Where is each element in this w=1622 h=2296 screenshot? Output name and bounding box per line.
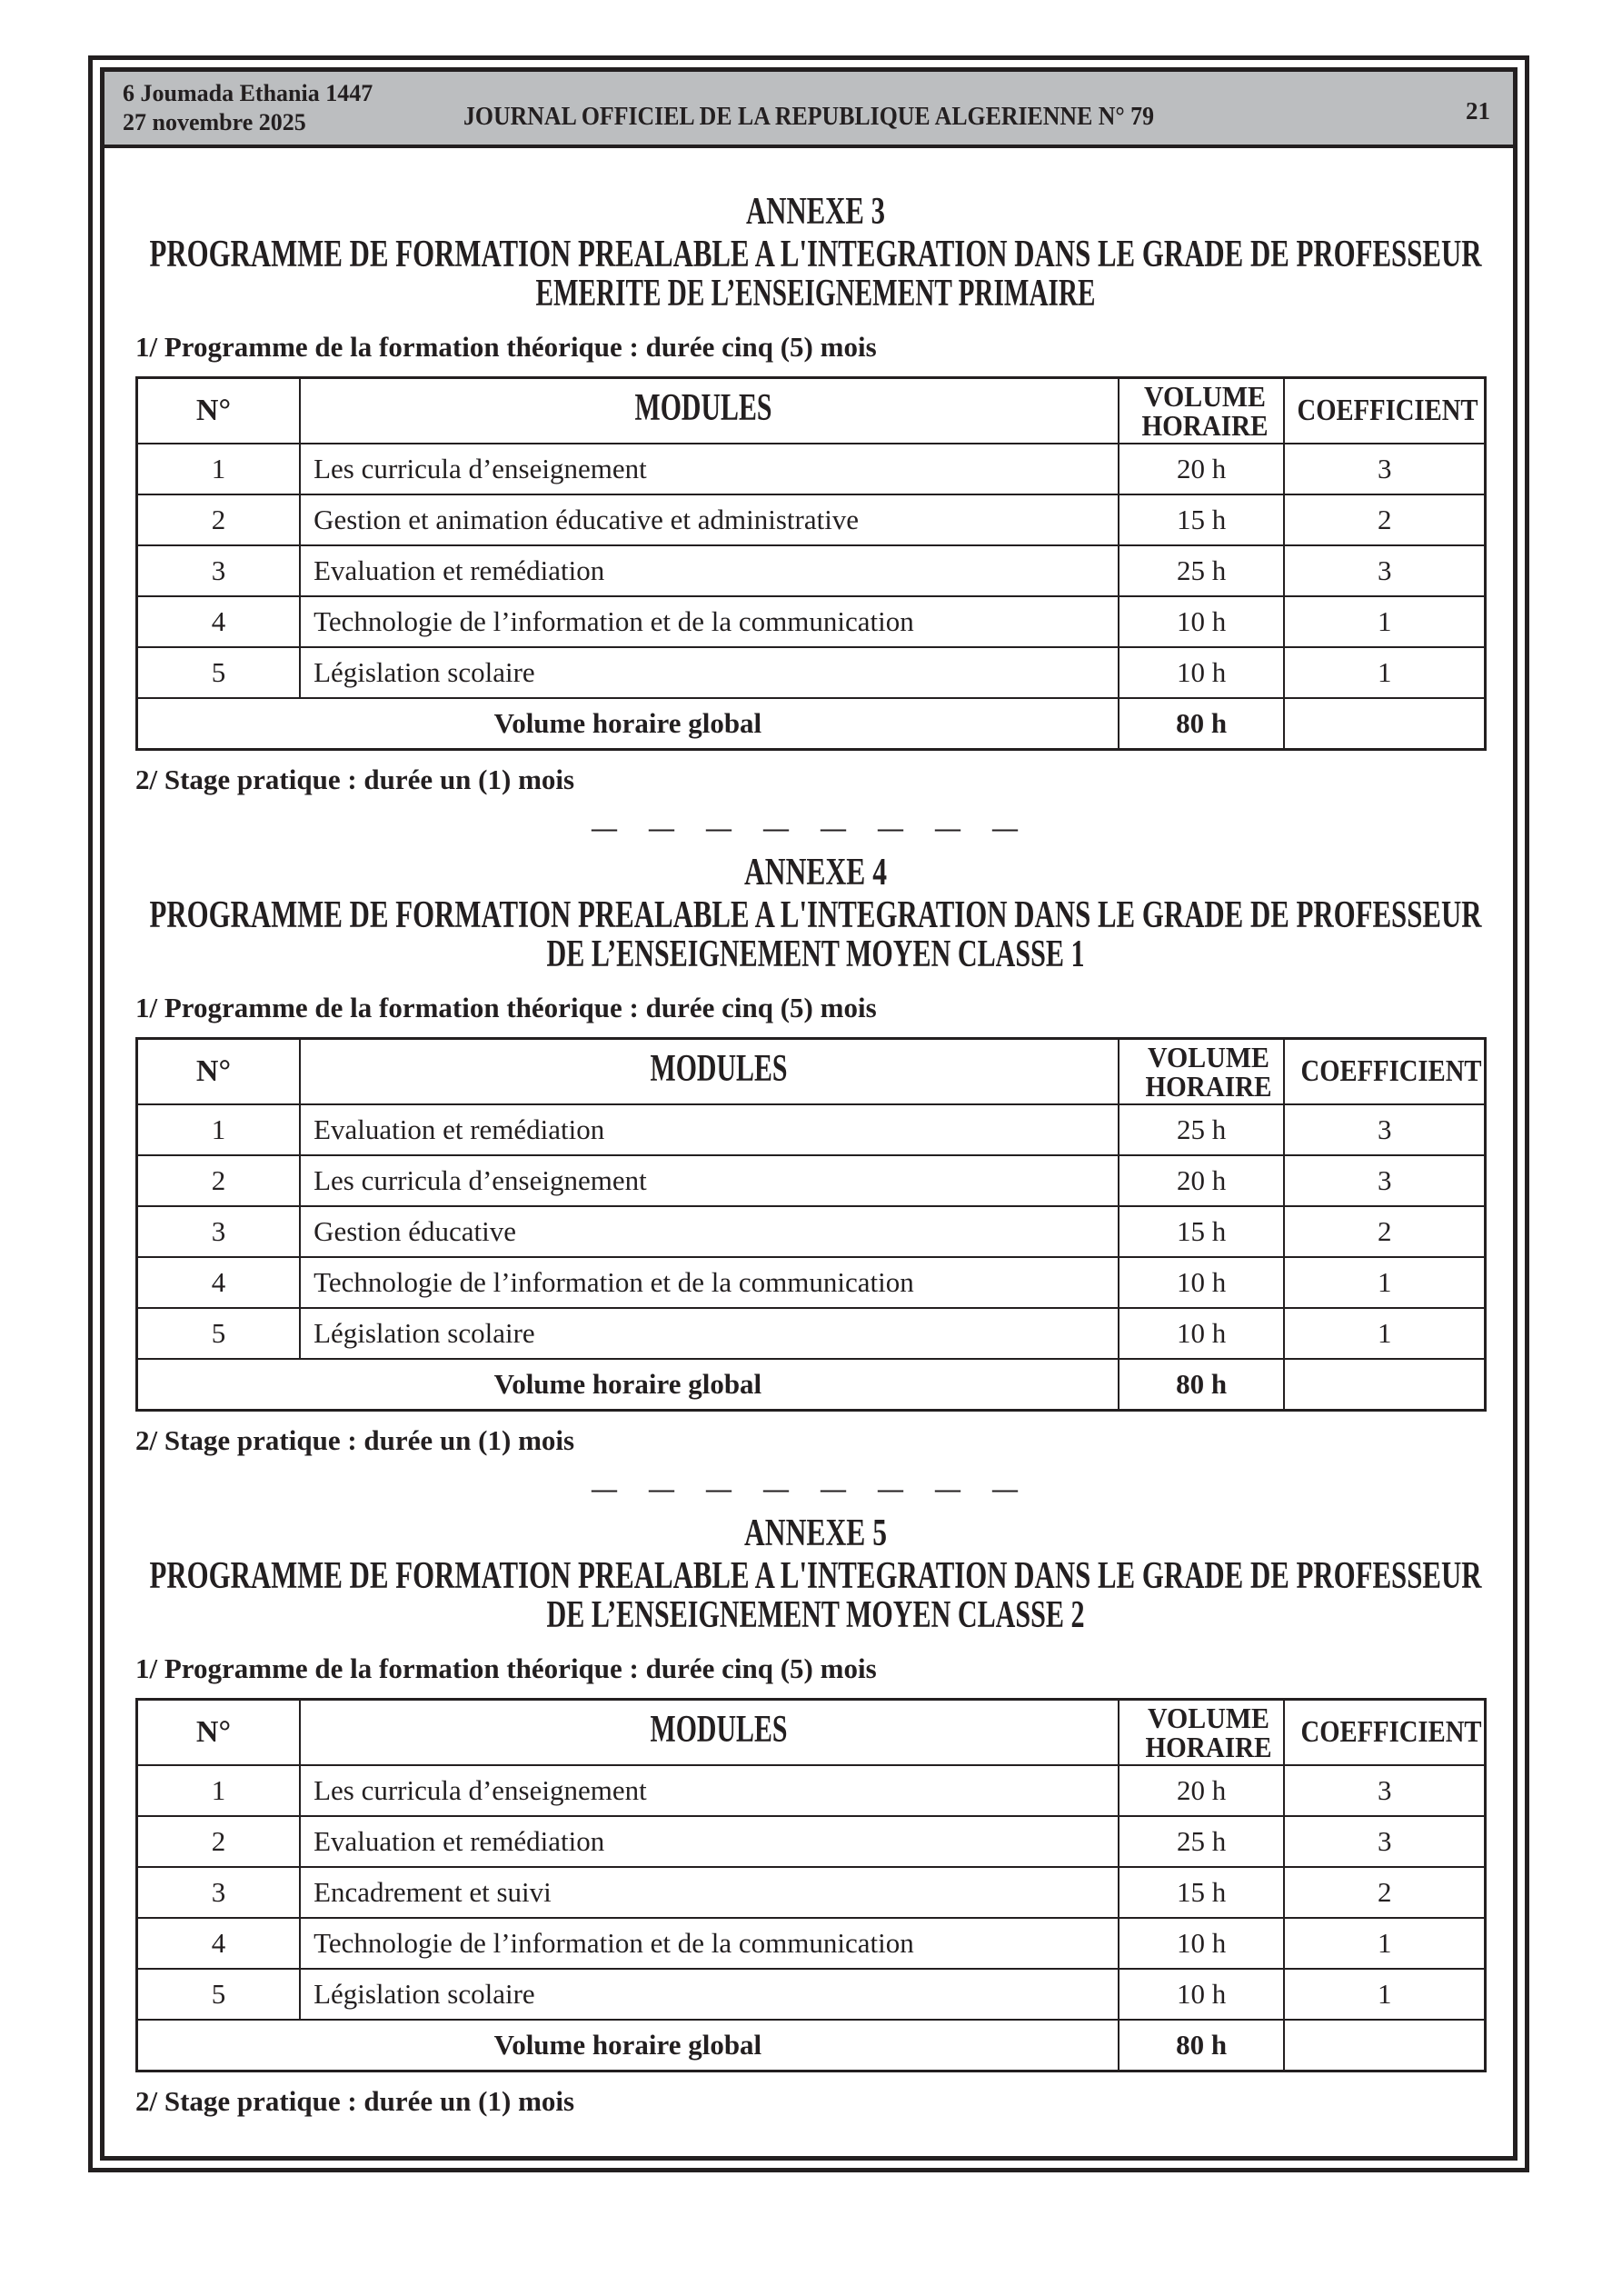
svg-text:ANNEXE 4: ANNEXE 4 [744,852,887,893]
svg-text:DE L’ENSEIGNEMENT MOYEN CLASSE: DE L’ENSEIGNEMENT MOYEN CLASSE 2 [547,1594,1085,1636]
svg-text:HORAIRE: HORAIRE [1141,409,1268,442]
svg-text:ANNEXE 5: ANNEXE 5 [744,1512,887,1554]
svg-text:HORAIRE: HORAIRE [1145,1070,1271,1103]
svg-text:PROGRAMME DE FORMATION PREALAB: PROGRAMME DE FORMATION PREALABLE A L'INT… [150,234,1482,275]
svg-text:N°: N° [196,1715,231,1749]
svg-text:N°: N° [196,394,231,427]
svg-text:COEFFICIENT: COEFFICIENT [1301,1054,1482,1088]
svg-text:ANNEXE 3: ANNEXE 3 [746,191,885,233]
svg-text:COEFFICIENT: COEFFICIENT [1301,1715,1482,1749]
svg-text:JOURNAL OFFICIEL DE LA REPUBLI: JOURNAL OFFICIEL DE LA REPUBLIQUE ALGERI… [463,102,1154,131]
svg-text:MODULES: MODULES [651,1048,788,1090]
svg-text:VOLUME: VOLUME [1148,1041,1269,1073]
svg-text:VOLUME: VOLUME [1148,1702,1269,1734]
svg-text:MODULES: MODULES [635,387,772,429]
svg-text:MODULES: MODULES [651,1709,788,1751]
svg-text:PROGRAMME DE FORMATION PREALAB: PROGRAMME DE FORMATION PREALABLE A L'INT… [150,894,1482,936]
svg-text:PROGRAMME DE FORMATION PREALAB: PROGRAMME DE FORMATION PREALABLE A L'INT… [150,1555,1482,1597]
svg-text:VOLUME: VOLUME [1144,380,1266,413]
svg-text:DE L’ENSEIGNEMENT MOYEN CLASSE: DE L’ENSEIGNEMENT MOYEN CLASSE 1 [547,933,1085,975]
svg-text:COEFFICIENT: COEFFICIENT [1298,394,1478,427]
svg-text:EMERITE DE L’ENSEIGNEMENT PRIM: EMERITE DE L’ENSEIGNEMENT PRIMAIRE [536,273,1096,314]
svg-text:HORAIRE: HORAIRE [1145,1731,1271,1763]
svg-text:N°: N° [196,1054,231,1088]
